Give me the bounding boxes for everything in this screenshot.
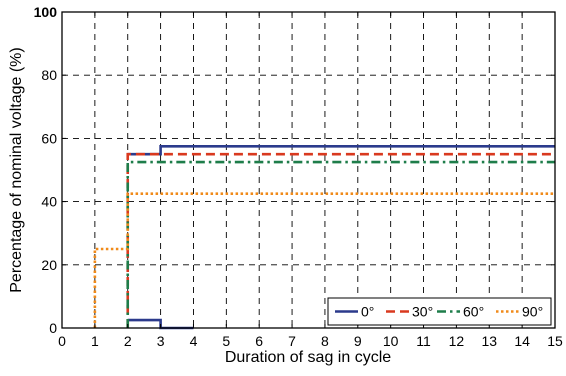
legend-label: 30° bbox=[412, 304, 433, 320]
series-line-60deg bbox=[126, 160, 555, 328]
y-tick-label: 40 bbox=[41, 194, 57, 210]
x-tick-label: 1 bbox=[91, 333, 99, 349]
legend-label: 0° bbox=[361, 304, 374, 320]
plot-frame bbox=[61, 11, 556, 329]
x-tick-label: 15 bbox=[547, 333, 563, 349]
legend-label: 90° bbox=[522, 304, 543, 320]
x-tick-label: 8 bbox=[321, 333, 329, 349]
y-tick-label: 100 bbox=[34, 4, 58, 20]
y-tick-label: 20 bbox=[41, 257, 57, 273]
series-line-90deg bbox=[93, 192, 555, 328]
x-tick-label: 5 bbox=[222, 333, 230, 349]
y-tick-label: 0 bbox=[49, 320, 57, 336]
legend-label: 60° bbox=[463, 304, 484, 320]
x-tick-label: 9 bbox=[354, 333, 362, 349]
legend: 0° 30° 60° 90° bbox=[327, 297, 552, 326]
x-tick-label: 12 bbox=[449, 333, 465, 349]
y-tick-label: 80 bbox=[41, 67, 57, 83]
x-tick-label: 6 bbox=[255, 333, 263, 349]
plot-background bbox=[62, 12, 555, 328]
grid-lines bbox=[62, 12, 555, 328]
x-tick-label: 10 bbox=[383, 333, 399, 349]
x-tick-label: 14 bbox=[514, 333, 530, 349]
x-tick-label: 3 bbox=[157, 333, 165, 349]
x-tick-label: 13 bbox=[481, 333, 497, 349]
x-tick-label: 0 bbox=[58, 333, 66, 349]
y-axis-label: Percentage of nominal voltage (%) bbox=[8, 47, 25, 292]
x-tick-label: 11 bbox=[416, 333, 431, 349]
x-axis-label: Duration of sag in cycle bbox=[225, 349, 391, 366]
y-tick-label: 60 bbox=[41, 130, 57, 146]
x-tick-label: 4 bbox=[190, 333, 198, 349]
series-line-30deg bbox=[126, 152, 555, 328]
x-tick-label: 2 bbox=[124, 333, 132, 349]
x-tick-label: 7 bbox=[288, 333, 296, 349]
